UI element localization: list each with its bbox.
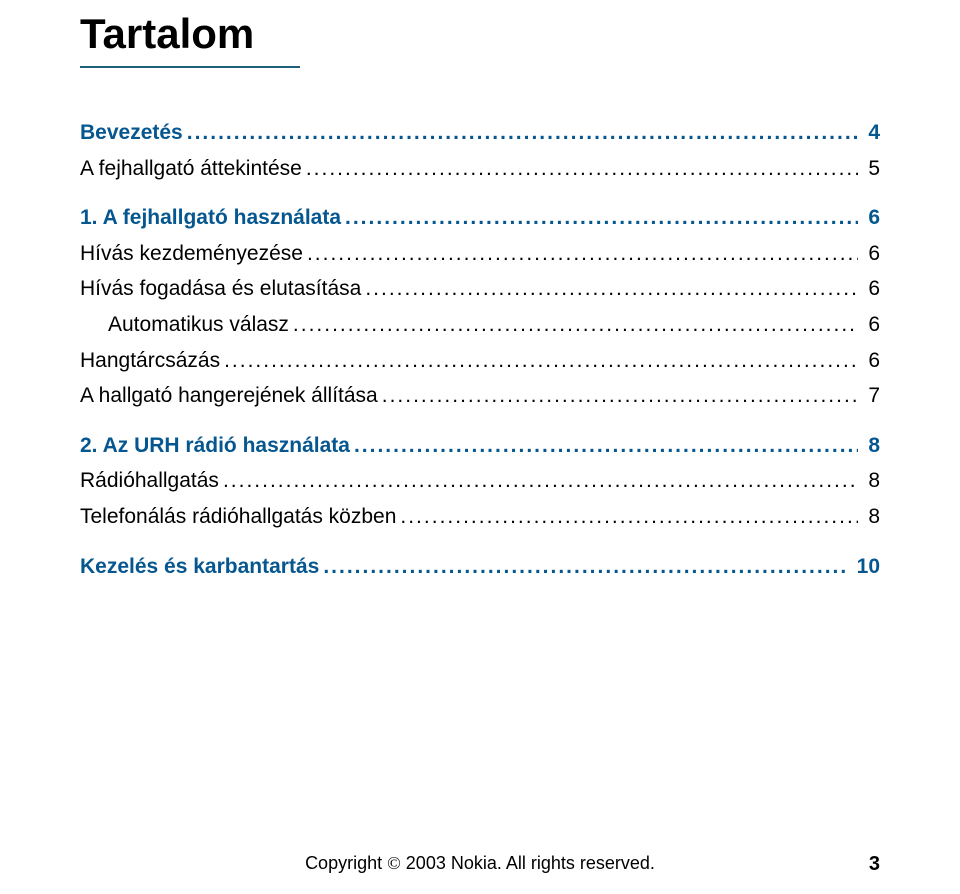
copyright-text: Copyright © 2003 Nokia. All rights reser… — [80, 853, 880, 874]
toc-entry: Telefonálás rádióhallgatás közben 8 — [80, 500, 880, 534]
toc-entry-label: Hangtárcsázás — [80, 344, 220, 378]
toc-entry-label: Rádióhallgatás — [80, 464, 219, 498]
toc-entry-page: 6 — [862, 201, 880, 235]
heading-rule — [80, 66, 300, 68]
toc-entry: Hívás kezdeményezése 6 — [80, 237, 880, 271]
toc-entry: Bevezetés 4 — [80, 116, 880, 150]
toc-spacer — [80, 187, 880, 195]
toc-entry-page: 6 — [862, 272, 880, 306]
toc-entry: Rádióhallgatás 8 — [80, 464, 880, 498]
toc-entry-page: 4 — [862, 116, 880, 150]
toc-leader — [345, 201, 858, 235]
toc-entry-page: 7 — [862, 379, 880, 413]
toc-leader — [224, 344, 858, 378]
toc-leader — [307, 237, 858, 271]
page-footer: Copyright © 2003 Nokia. All rights reser… — [80, 853, 880, 874]
toc-entry-label: Telefonálás rádióhallgatás közben — [80, 500, 396, 534]
toc-entry: Kezelés és karbantartás 10 — [80, 550, 880, 584]
toc-leader — [365, 272, 858, 306]
toc-entry: A hallgató hangerejének állítása 7 — [80, 379, 880, 413]
toc-entry-page: 8 — [862, 464, 880, 498]
toc-leader — [223, 464, 858, 498]
toc-leader — [293, 308, 858, 342]
toc-entry-label: 2. Az URH rádió használata — [80, 429, 350, 463]
toc-entry-label: Hívás fogadása és elutasítása — [80, 272, 361, 306]
toc-spacer — [80, 536, 880, 544]
toc-spacer — [80, 415, 880, 423]
page: Tartalom Bevezetés4A fejhallgató áttekin… — [0, 0, 960, 894]
toc-entry-page: 5 — [862, 152, 880, 186]
toc-leader — [400, 500, 858, 534]
toc-entry-page: 8 — [862, 500, 880, 534]
toc-leader — [306, 152, 858, 186]
toc-entry-label: Automatikus válasz — [80, 308, 289, 342]
toc-entry: A fejhallgató áttekintése 5 — [80, 152, 880, 186]
heading-block: Tartalom — [80, 0, 880, 68]
copyright-before: Copyright — [305, 853, 387, 873]
toc-leader — [187, 116, 859, 150]
toc-entry-page: 10 — [851, 550, 880, 584]
toc-leader — [354, 429, 858, 463]
toc-entry-label: Hívás kezdeményezése — [80, 237, 303, 271]
toc-entry-label: Kezelés és karbantartás — [80, 550, 319, 584]
toc-entry: 1. A fejhallgató használata 6 — [80, 201, 880, 235]
toc-entry: Hangtárcsázás 6 — [80, 344, 880, 378]
toc-entry-page: 6 — [862, 308, 880, 342]
toc-entry-page: 6 — [862, 237, 880, 271]
copyright-after: 2003 Nokia. All rights reserved. — [401, 853, 655, 873]
toc-entry-page: 8 — [862, 429, 880, 463]
toc-entry-page: 6 — [862, 344, 880, 378]
toc-entry-label: Bevezetés — [80, 116, 183, 150]
toc-leader — [382, 379, 859, 413]
toc-entry: Hívás fogadása és elutasítása 6 — [80, 272, 880, 306]
page-number: 3 — [869, 853, 880, 876]
toc-entry-label: 1. A fejhallgató használata — [80, 201, 341, 235]
toc-leader — [323, 550, 846, 584]
toc-entry: Automatikus válasz 6 — [80, 308, 880, 342]
table-of-contents: Bevezetés 4 A fejhallgató áttekintése 5 1. A… — [80, 116, 880, 583]
toc-entry-label: A fejhallgató áttekintése — [80, 152, 302, 186]
toc-entry-label: A hallgató hangerejének állítása — [80, 379, 378, 413]
toc-entry: 2. Az URH rádió használata 8 — [80, 429, 880, 463]
copyright-symbol: © — [387, 853, 401, 873]
toc-heading: Tartalom — [80, 10, 880, 66]
